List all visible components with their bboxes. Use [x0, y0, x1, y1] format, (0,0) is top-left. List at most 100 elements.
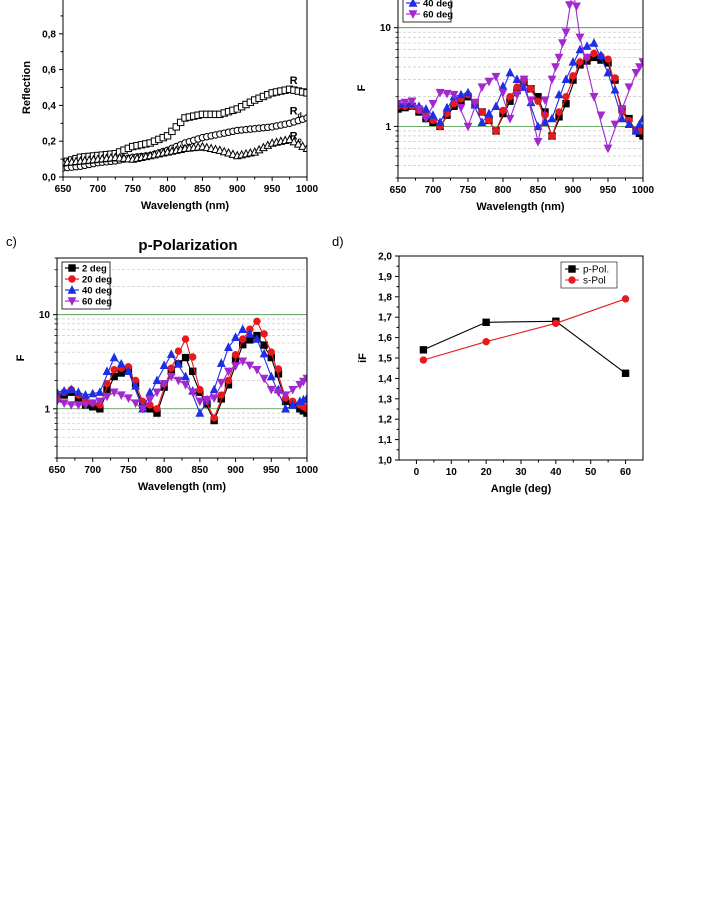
chart-if-vs-angle: 0 10 20 30 40 50 60 1,0 1,1 1,2 1,3 1,4 1,5 1,6 1,7 1,8…: [332, 234, 644, 495]
data-point-1-8: [110, 366, 118, 374]
data-point-2-14: [152, 375, 162, 385]
data-point-2-16: [166, 349, 176, 358]
data-point-2-26: [238, 324, 248, 333]
data-point-3-12: [477, 83, 487, 93]
data-point-2-11: [131, 381, 140, 390]
data-point-3-10: [463, 122, 473, 132]
legend-entry-label: p-Pol.: [583, 265, 609, 276]
data-point-2-28: [252, 334, 262, 343]
y-tick-label: 1,5: [378, 354, 392, 365]
data-point-2-6: [95, 387, 105, 396]
y-tick-label: 1,2: [378, 415, 392, 426]
x-tick-label: 60: [620, 467, 632, 478]
legend-entry-label: 20 deg: [82, 275, 112, 286]
data-point-3-3: [74, 401, 83, 410]
data-point-2-29: [259, 348, 269, 358]
data-point-1-2: [552, 319, 560, 328]
data-point-2-21: [540, 117, 550, 127]
y-axis-label: F: [356, 84, 368, 91]
x-tick-label: 800: [156, 465, 173, 476]
data-point-0-24: [163, 132, 172, 140]
data-point-3-26: [238, 357, 248, 367]
data-point-3-19: [188, 388, 198, 398]
data-point-2-32: [617, 113, 627, 123]
data-point-1-22: [210, 414, 218, 422]
data-point-2-16: [505, 67, 515, 77]
data-point-3-4: [421, 114, 431, 124]
data-point-2-4: [81, 390, 90, 399]
y-tick-label: 1: [385, 122, 391, 133]
data-point-2-23: [554, 89, 564, 99]
data-point-3-6: [95, 397, 105, 407]
data-point-1-25: [569, 72, 577, 80]
data-point-3-14: [491, 72, 501, 82]
data-point-3-26: [561, 28, 571, 38]
data-point-2-18: [181, 371, 190, 381]
data-point-2-13: [145, 387, 155, 396]
data-point-2-24: [561, 74, 571, 84]
data-point-2-5: [428, 110, 438, 119]
legend-marker: [408, 10, 418, 19]
data-point-1-19: [527, 85, 535, 93]
data-point-3-5: [88, 399, 98, 408]
data-point-3-30: [266, 385, 276, 395]
chart-title: p-Polarization: [138, 237, 237, 254]
y-tick-label: 0,2: [42, 137, 56, 148]
data-point-2-20: [533, 121, 543, 131]
data-point-2-22: [209, 384, 219, 394]
x-tick-label: 950: [263, 465, 280, 476]
data-point-3-17: [512, 90, 522, 100]
data-point-3-34: [295, 381, 305, 390]
x-tick-label: 650: [390, 185, 407, 196]
y-tick-label: 2,0: [378, 252, 392, 263]
data-point-1-30: [604, 55, 612, 63]
data-point-2-30: [603, 67, 613, 77]
x-tick-label: 750: [120, 465, 137, 476]
data-point-3-0: [398, 99, 403, 109]
data-point-2-36: [638, 113, 643, 123]
data-point-3-36: [302, 374, 307, 384]
legend-marker: [67, 285, 77, 294]
data-point-2-8: [109, 352, 119, 362]
data-point-1-30: [267, 348, 275, 356]
data-point-0-1: [482, 318, 490, 327]
data-point-1-26: [576, 58, 584, 66]
series-group: [398, 0, 643, 154]
y-tick-label: 10: [380, 23, 392, 34]
chart-s-polarization-f: 650 700 750 800 850 900 950 1000 1 10 Wavelength (…: [356, 0, 655, 213]
data-point-2-1: [59, 385, 69, 395]
x-tick-label: 900: [565, 185, 582, 196]
data-point-2-9: [456, 89, 466, 99]
legend-entry-label: 60 deg: [82, 297, 112, 308]
data-point-2-31: [610, 84, 620, 94]
data-point-3-20: [195, 397, 205, 407]
data-point-2-53: [289, 136, 299, 146]
data-point-0-26: [172, 123, 180, 131]
data-point-3-12: [138, 405, 148, 414]
x-tick-label: 40: [550, 467, 562, 478]
y-tick-label: 1,1: [378, 435, 392, 446]
data-point-2-23: [216, 358, 226, 367]
data-point-2-10: [463, 87, 473, 97]
legend-marker: [408, 0, 418, 7]
data-point-2-56: [302, 143, 307, 153]
legend-marker: [568, 265, 576, 273]
data-point-2-25: [568, 57, 578, 66]
curve-label-subscript: d: [298, 112, 302, 119]
curve-label-1: Rd: [290, 105, 302, 119]
data-point-3-31: [274, 388, 283, 398]
data-point-2-4: [421, 104, 431, 113]
data-point-1-22: [548, 132, 556, 140]
curve-label-subscript: o: [298, 137, 302, 144]
data-point-1-20: [534, 97, 542, 105]
data-point-2-7: [102, 366, 112, 376]
data-point-2-27: [245, 328, 255, 338]
data-point-3-3: [414, 105, 424, 114]
data-point-3-1: [400, 98, 410, 108]
data-point-2-33: [624, 119, 634, 129]
data-point-3-24: [224, 367, 233, 377]
data-point-2-36: [302, 393, 307, 402]
x-axis-label: Wavelength (nm): [476, 201, 565, 213]
data-point-3-20: [533, 137, 543, 147]
